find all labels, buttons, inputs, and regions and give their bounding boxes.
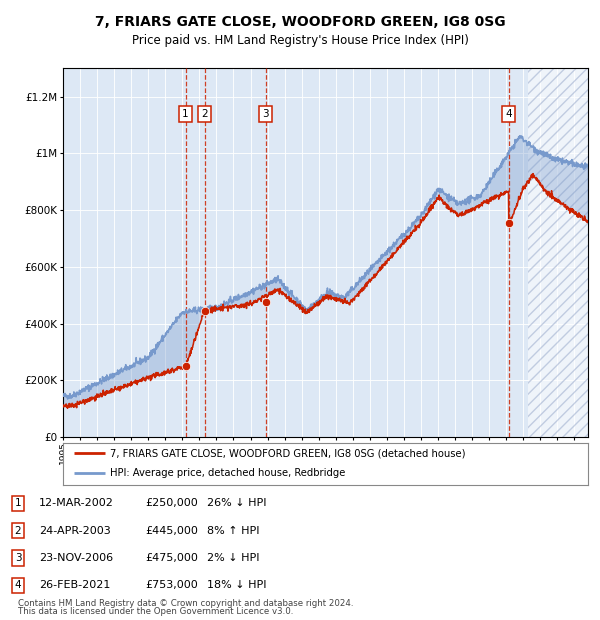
Text: 7, FRIARS GATE CLOSE, WOODFORD GREEN, IG8 0SG (detached house): 7, FRIARS GATE CLOSE, WOODFORD GREEN, IG… (110, 448, 466, 458)
Text: 4: 4 (14, 580, 22, 590)
Text: 7, FRIARS GATE CLOSE, WOODFORD GREEN, IG8 0SG: 7, FRIARS GATE CLOSE, WOODFORD GREEN, IG… (95, 16, 505, 30)
Text: 12-MAR-2002: 12-MAR-2002 (39, 498, 114, 508)
Text: 1: 1 (182, 109, 189, 119)
Text: This data is licensed under the Open Government Licence v3.0.: This data is licensed under the Open Gov… (18, 607, 293, 616)
Text: £250,000: £250,000 (145, 498, 198, 508)
Text: 1: 1 (14, 498, 22, 508)
Text: 24-APR-2003: 24-APR-2003 (39, 526, 111, 536)
Text: 26-FEB-2021: 26-FEB-2021 (39, 580, 110, 590)
Text: £445,000: £445,000 (145, 526, 198, 536)
Text: Price paid vs. HM Land Registry's House Price Index (HPI): Price paid vs. HM Land Registry's House … (131, 34, 469, 47)
Text: HPI: Average price, detached house, Redbridge: HPI: Average price, detached house, Redb… (110, 468, 346, 478)
Text: £475,000: £475,000 (145, 553, 198, 563)
Text: 3: 3 (14, 553, 22, 563)
Text: 3: 3 (262, 109, 269, 119)
Text: 26% ↓ HPI: 26% ↓ HPI (207, 498, 266, 508)
Bar (529, 68, 588, 437)
Text: 18% ↓ HPI: 18% ↓ HPI (207, 580, 266, 590)
Text: 4: 4 (505, 109, 512, 119)
Text: 2% ↓ HPI: 2% ↓ HPI (207, 553, 260, 563)
Text: £753,000: £753,000 (145, 580, 198, 590)
Text: 2: 2 (202, 109, 208, 119)
Text: 8% ↑ HPI: 8% ↑ HPI (207, 526, 260, 536)
Text: Contains HM Land Registry data © Crown copyright and database right 2024.: Contains HM Land Registry data © Crown c… (18, 598, 353, 608)
Text: 23-NOV-2006: 23-NOV-2006 (39, 553, 113, 563)
Text: 2: 2 (14, 526, 22, 536)
